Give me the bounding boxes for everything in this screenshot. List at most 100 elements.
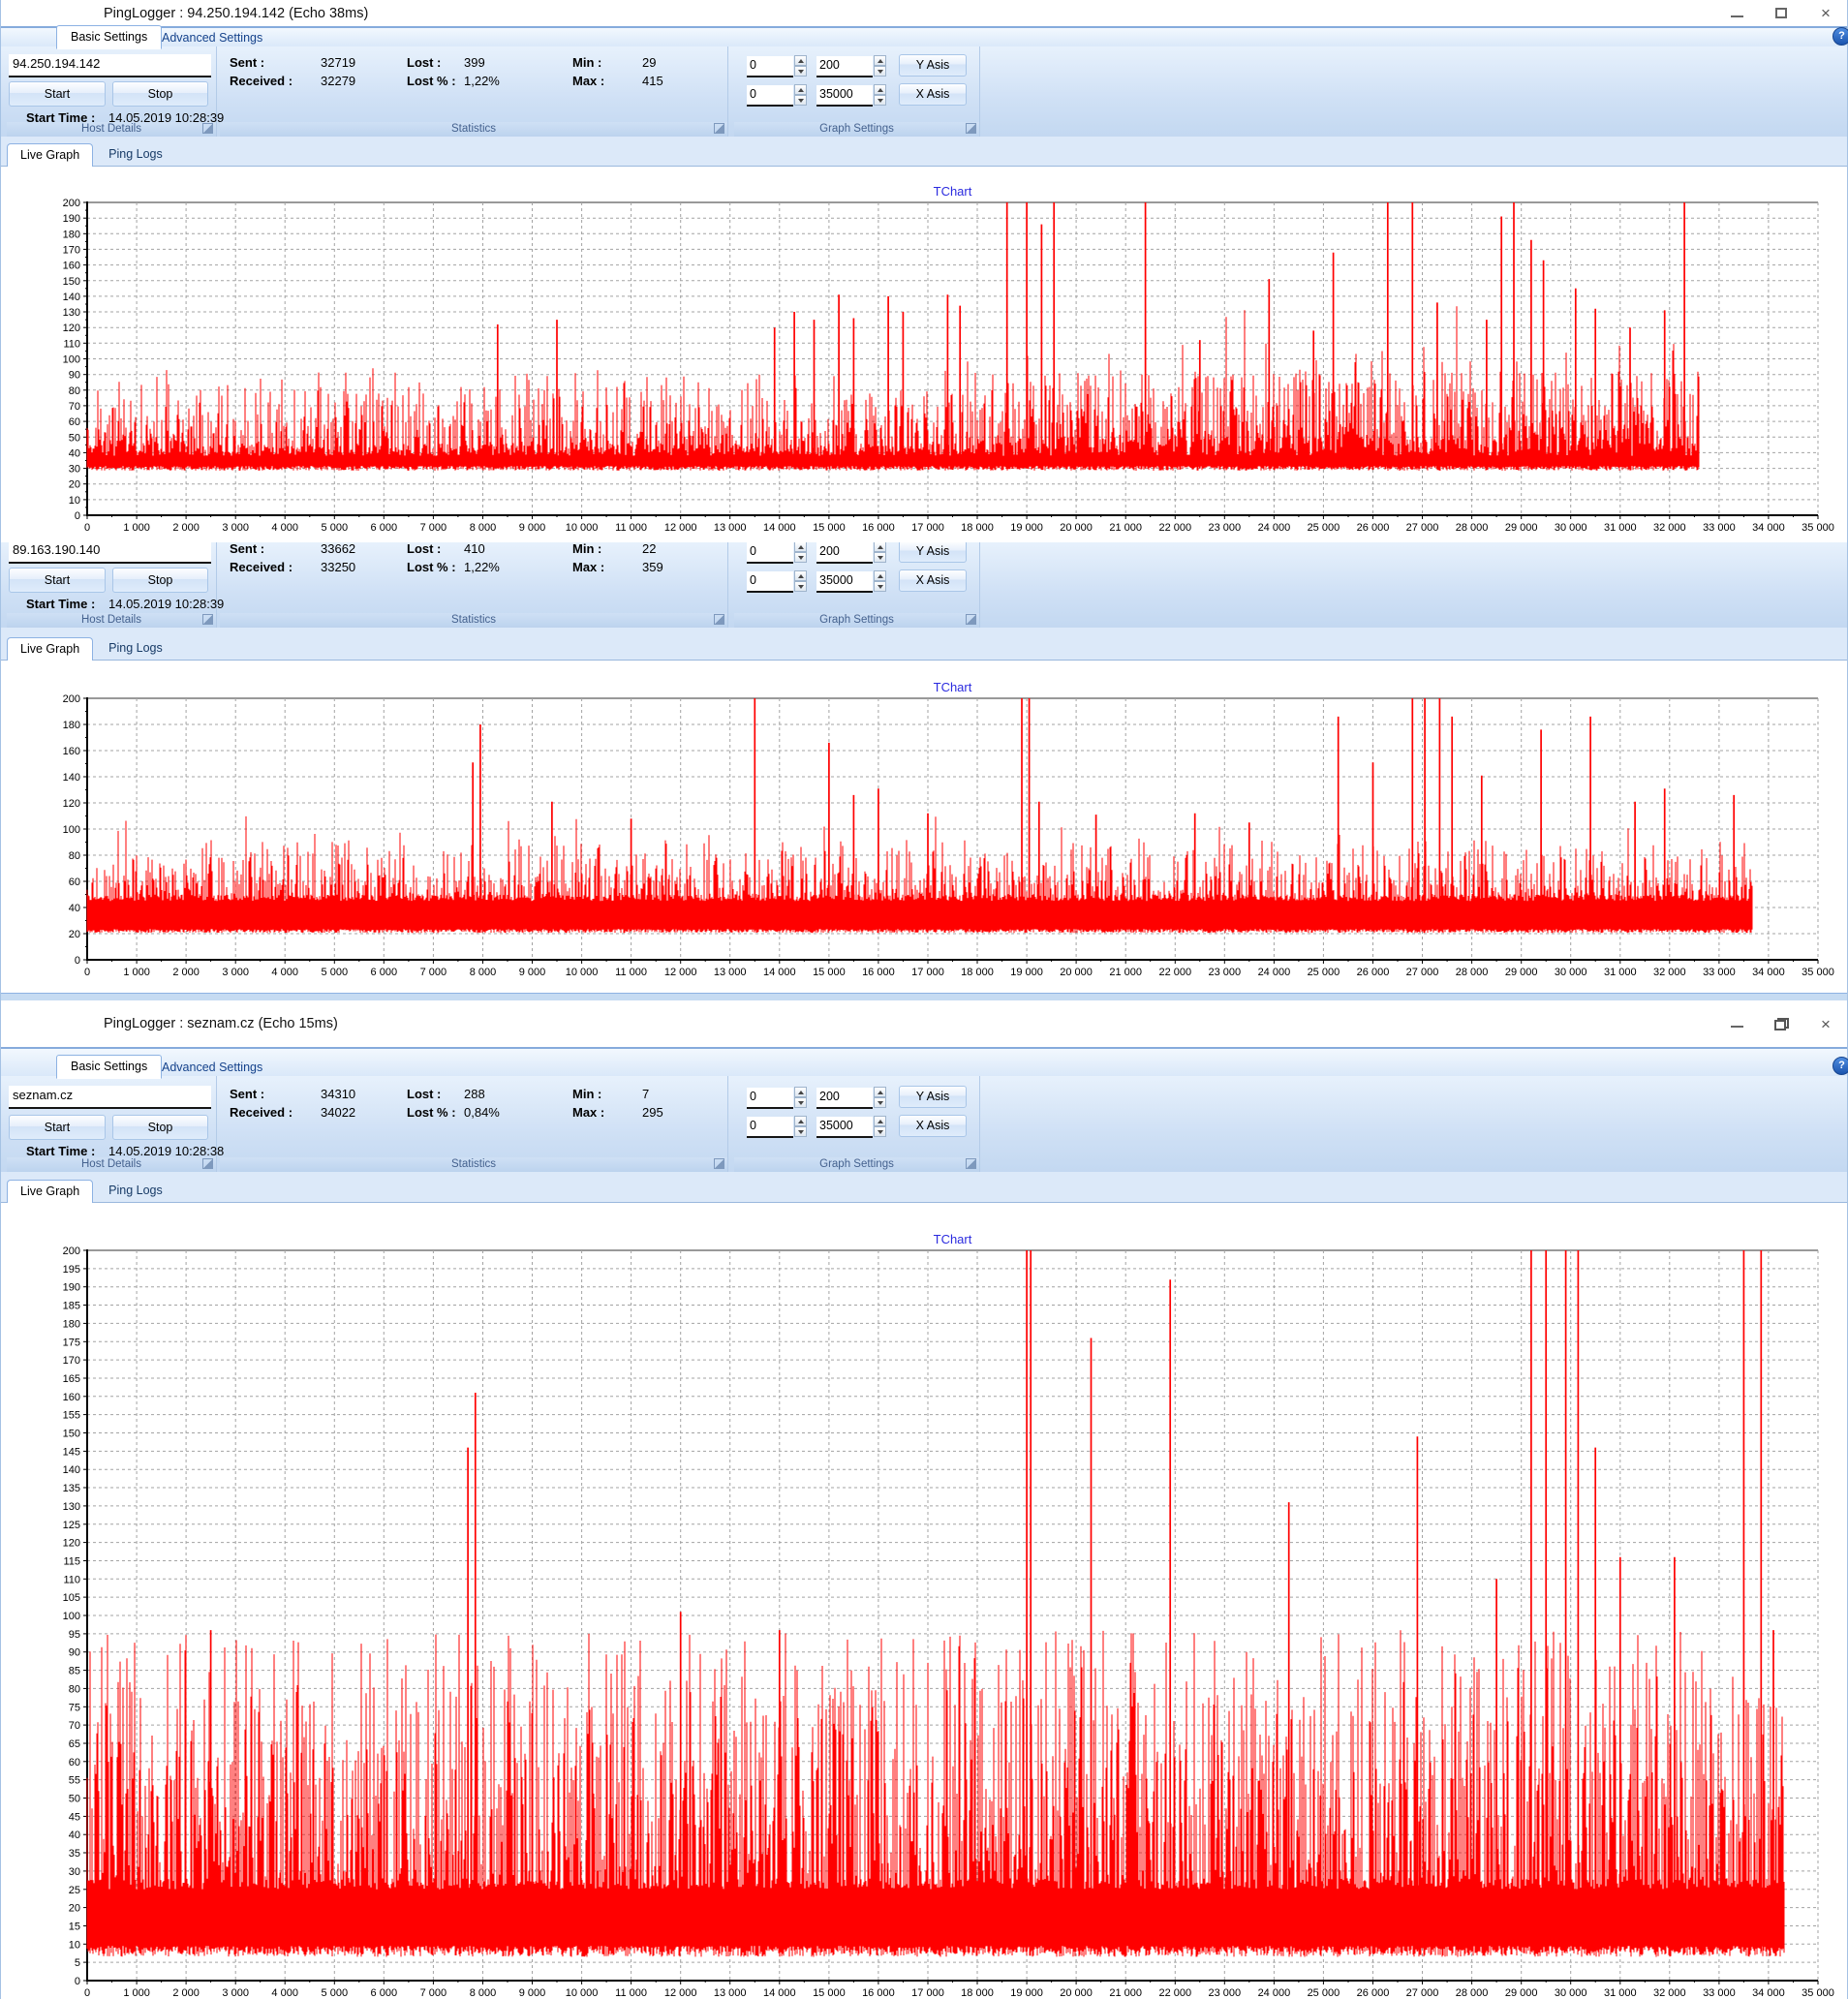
x-max-input[interactable]: 35000 — [816, 1117, 873, 1138]
lost-value: 288 — [464, 1087, 485, 1101]
svg-text:30: 30 — [69, 1866, 80, 1878]
y-max-spinner[interactable] — [874, 542, 886, 563]
close-button[interactable]: × — [1818, 5, 1833, 21]
svg-text:22 000: 22 000 — [1158, 522, 1191, 534]
y-max-spinner[interactable] — [874, 1087, 886, 1108]
restore-button[interactable] — [1773, 1016, 1789, 1031]
start-button[interactable]: Start — [9, 1115, 106, 1140]
tab-live-graph[interactable]: Live Graph — [7, 637, 94, 661]
y-axis-button[interactable]: Y Asis — [899, 54, 967, 77]
stop-button[interactable]: Stop — [112, 1115, 208, 1140]
x-axis-button[interactable]: X Asis — [899, 569, 967, 592]
x-max-spinner[interactable] — [874, 1116, 886, 1137]
svg-text:2 000: 2 000 — [172, 967, 200, 978]
y-min-spinner[interactable] — [794, 1087, 807, 1108]
x-max-spinner[interactable] — [874, 84, 886, 106]
svg-text:6 000: 6 000 — [371, 967, 398, 978]
sent-value: 32719 — [321, 55, 356, 70]
received-label: Received : — [230, 1105, 293, 1120]
help-icon[interactable]: ? — [1833, 1057, 1848, 1075]
dialog-launcher-icon[interactable] — [714, 614, 724, 625]
start-button[interactable]: Start — [9, 568, 106, 593]
y-max-input[interactable]: 200 — [816, 542, 873, 564]
stop-button[interactable]: Stop — [112, 568, 208, 593]
max-value: 359 — [642, 560, 663, 574]
tab-basic-settings[interactable]: Basic Settings — [56, 25, 163, 49]
x-max-spinner[interactable] — [874, 570, 886, 592]
svg-text:80: 80 — [69, 385, 80, 397]
y-min-spinner[interactable] — [794, 542, 807, 563]
svg-text:5 000: 5 000 — [322, 1987, 349, 1999]
tab-basic-settings[interactable]: Basic Settings — [56, 1055, 163, 1079]
tab-advanced-settings[interactable]: Advanced Settings — [162, 1061, 263, 1074]
tab-ping-logs[interactable]: Ping Logs — [108, 147, 163, 161]
svg-text:0: 0 — [84, 1987, 90, 1999]
maximize-button[interactable] — [1773, 6, 1789, 21]
y-min-input[interactable]: 0 — [747, 542, 793, 564]
close-button[interactable]: × — [1818, 1016, 1833, 1032]
dialog-launcher-icon[interactable] — [966, 123, 976, 134]
svg-text:21 000: 21 000 — [1109, 967, 1142, 978]
lost-pct-value: 1,22% — [464, 74, 500, 88]
y-max-spinner[interactable] — [874, 55, 886, 77]
y-max-input[interactable]: 200 — [816, 1088, 873, 1109]
dialog-launcher-icon[interactable] — [966, 614, 976, 625]
lost-pct-label: Lost % : — [407, 560, 456, 574]
svg-text:190: 190 — [63, 213, 80, 225]
x-max-input[interactable]: 35000 — [816, 85, 873, 107]
dialog-launcher-icon[interactable] — [202, 123, 213, 134]
start-button[interactable]: Start — [9, 81, 106, 107]
svg-text:125: 125 — [63, 1520, 80, 1531]
x-min-input[interactable]: 0 — [747, 571, 793, 593]
y-min-spinner[interactable] — [794, 55, 807, 77]
svg-text:20 000: 20 000 — [1060, 967, 1093, 978]
dialog-launcher-icon[interactable] — [202, 614, 213, 625]
stop-button[interactable]: Stop — [112, 81, 208, 107]
lost-label: Lost : — [407, 1087, 442, 1101]
dialog-launcher-icon[interactable] — [966, 1158, 976, 1169]
window-title: PingLogger : seznam.cz (Echo 15ms) — [104, 1016, 338, 1031]
minimize-button[interactable] — [1729, 6, 1744, 21]
x-min-spinner[interactable] — [794, 84, 807, 106]
svg-text:180: 180 — [63, 1318, 80, 1330]
y-axis-button[interactable]: Y Asis — [899, 1086, 967, 1108]
x-axis-button[interactable]: X Asis — [899, 1115, 967, 1137]
y-max-input[interactable]: 200 — [816, 56, 873, 77]
y-axis-button[interactable]: Y Asis — [899, 542, 967, 563]
tab-live-graph[interactable]: Live Graph — [7, 1180, 94, 1203]
svg-text:11 000: 11 000 — [615, 522, 647, 534]
host-address-input[interactable]: 94.250.194.142 — [9, 54, 211, 77]
svg-text:5 000: 5 000 — [322, 522, 349, 534]
y-min-input[interactable]: 0 — [747, 56, 793, 77]
svg-text:34 000: 34 000 — [1752, 967, 1785, 978]
x-min-input[interactable]: 0 — [747, 1117, 793, 1138]
x-axis-button[interactable]: X Asis — [899, 83, 967, 106]
y-min-input[interactable]: 0 — [747, 1088, 793, 1109]
svg-text:35: 35 — [69, 1848, 80, 1860]
tab-ping-logs[interactable]: Ping Logs — [108, 641, 163, 655]
dialog-launcher-icon[interactable] — [202, 1158, 213, 1169]
svg-text:33 000: 33 000 — [1703, 1987, 1736, 1999]
x-max-input[interactable]: 35000 — [816, 571, 873, 593]
svg-text:145: 145 — [63, 1446, 80, 1458]
graph-settings-panel: 0 200 Y Asis 0 35000 X Asis Graph Settin… — [734, 46, 980, 137]
lost-label: Lost : — [407, 542, 442, 556]
minimize-button[interactable] — [1729, 1016, 1744, 1031]
svg-text:15 000: 15 000 — [813, 1987, 846, 1999]
tab-ping-logs[interactable]: Ping Logs — [108, 1184, 163, 1197]
svg-text:10 000: 10 000 — [566, 1987, 599, 1999]
x-min-input[interactable]: 0 — [747, 85, 793, 107]
svg-text:15: 15 — [69, 1922, 80, 1933]
svg-text:130: 130 — [63, 307, 80, 319]
x-min-spinner[interactable] — [794, 570, 807, 592]
dialog-launcher-icon[interactable] — [714, 123, 724, 134]
tab-advanced-settings[interactable]: Advanced Settings — [162, 31, 263, 45]
x-min-spinner[interactable] — [794, 1116, 807, 1137]
tab-live-graph[interactable]: Live Graph — [7, 143, 94, 167]
host-address-input[interactable]: seznam.cz — [9, 1086, 211, 1109]
host-address-input[interactable]: 89.163.190.140 — [9, 542, 211, 564]
svg-text:85: 85 — [69, 1666, 80, 1677]
dialog-launcher-icon[interactable] — [714, 1158, 724, 1169]
lost-value: 399 — [464, 55, 485, 70]
help-icon[interactable]: ? — [1833, 27, 1848, 46]
